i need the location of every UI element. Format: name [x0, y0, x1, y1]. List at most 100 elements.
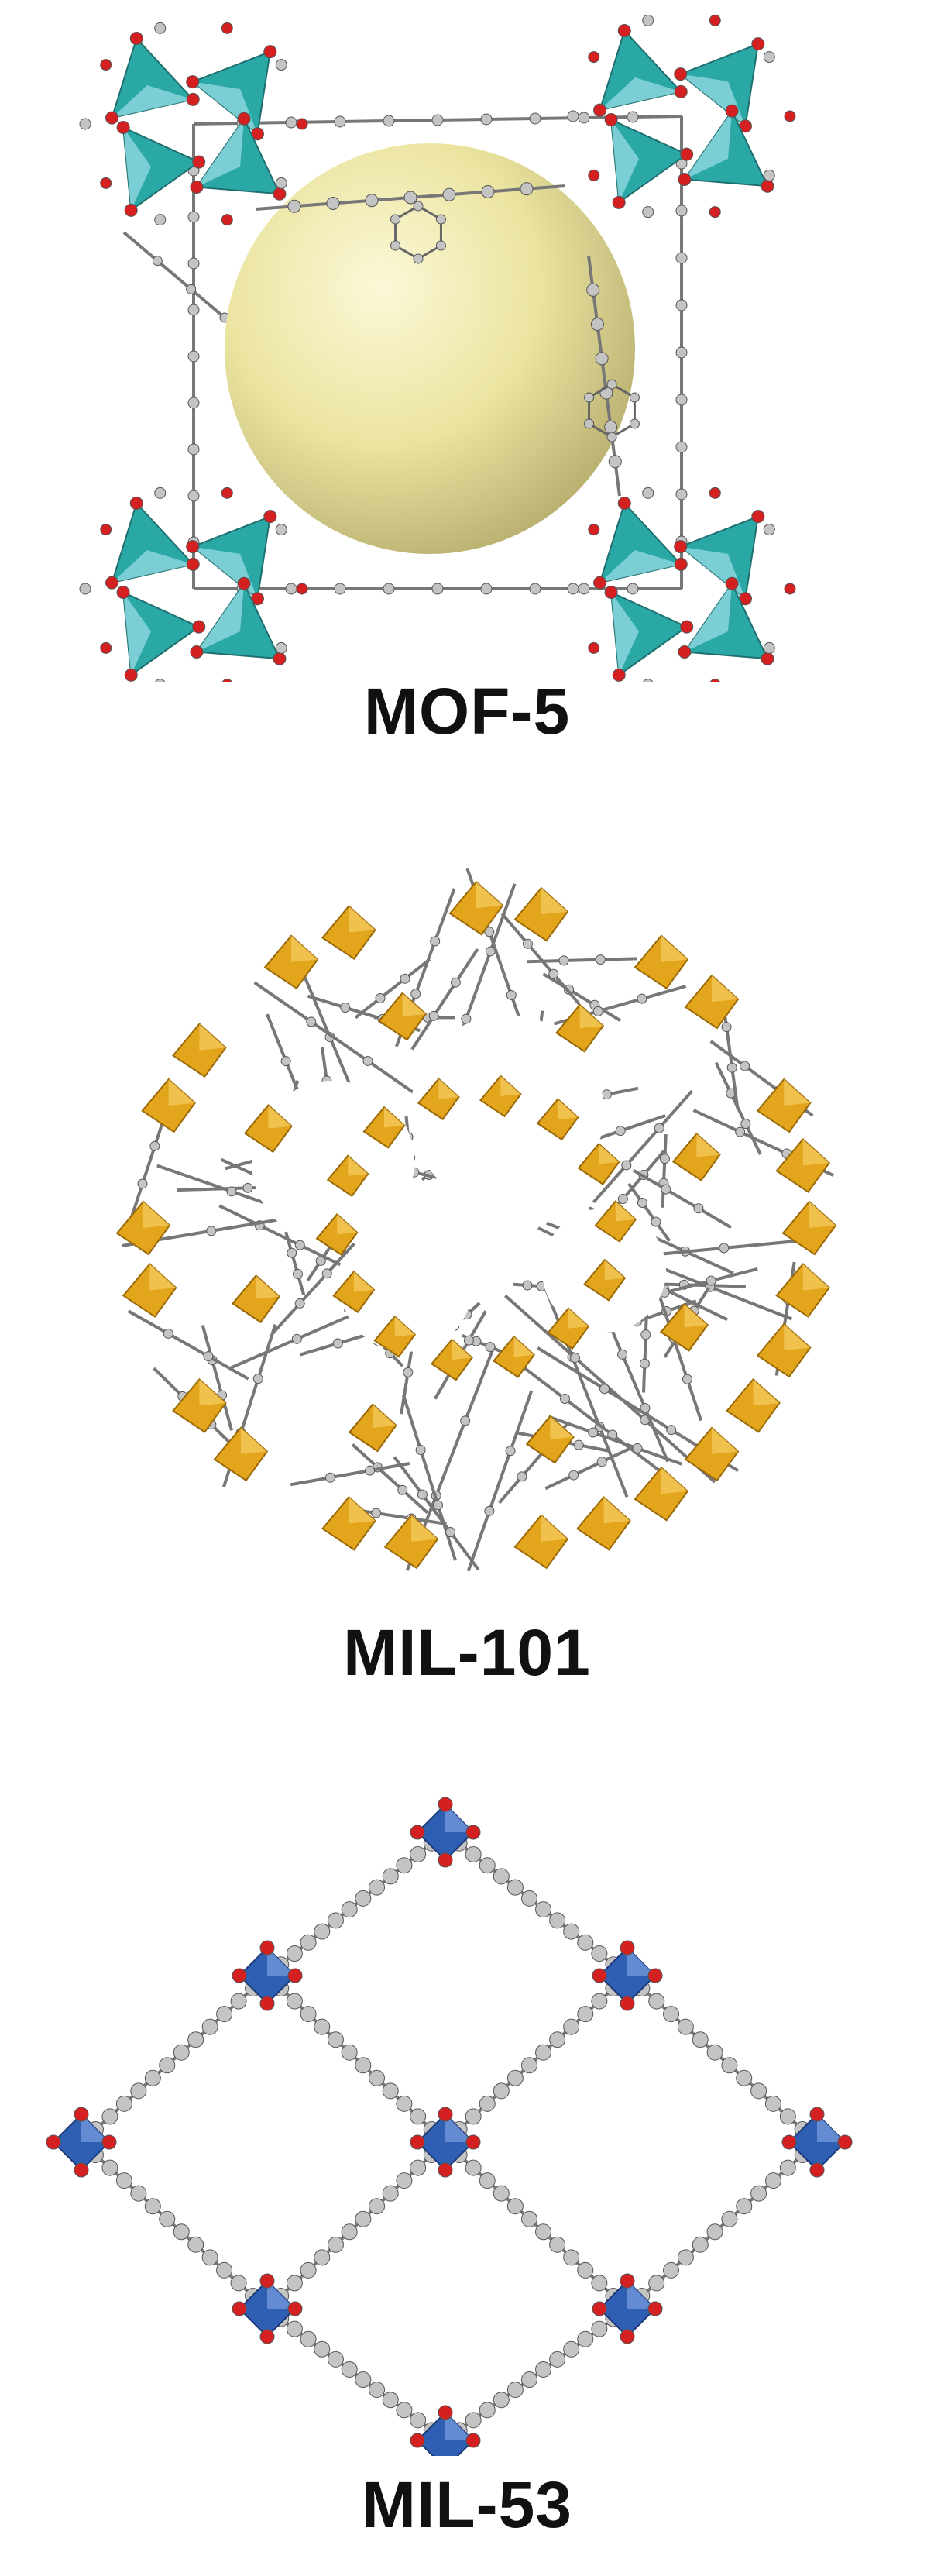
mof5-node-tetrahedron-face: [112, 85, 194, 119]
mil101-octahedron-face: [541, 1515, 568, 1542]
mof5-node-atom: [709, 487, 721, 499]
mof5-node-atom: [100, 177, 112, 189]
mof5-node-oxygen-atom: [124, 668, 138, 682]
mil101-octahedron-face: [353, 1271, 374, 1292]
mil53-linker-carbon-atom: [563, 2340, 580, 2358]
mof5-front-linker-carbon-atom: [365, 194, 379, 208]
mil101-linker-carbon-atom: [506, 989, 517, 1000]
mof5-node-oxygen-atom: [761, 179, 774, 193]
mil53-linker-carbon-atom: [382, 2392, 399, 2409]
mil101-linker-carbon-atom: [596, 1457, 607, 1467]
mof5-node-atom: [642, 206, 654, 218]
mof5-node-atom: [221, 487, 233, 499]
mil53-linker-carbon-atom: [396, 2095, 413, 2112]
mil53-linker-carbon-atom: [549, 1912, 566, 1929]
mil53-linker-carbon-atom: [677, 2018, 694, 2035]
mof5-node-oxygen-atom: [604, 112, 618, 126]
mil101-linker-carbon-atom: [417, 1489, 428, 1500]
mil101-linker-carbon-atom: [206, 1226, 217, 1236]
mil101-pore: [341, 1220, 472, 1352]
mil101-linker-bond: [527, 957, 637, 964]
mof5-linker-carbon-atom: [187, 490, 200, 502]
mil101-octahedron-face: [384, 1107, 405, 1128]
mil101-linker-carbon-atom: [450, 977, 461, 988]
mil101-octahedron-face: [558, 1099, 579, 1119]
mof5-front-linker-carbon-atom: [608, 455, 622, 469]
mil101-linker-carbon-atom: [340, 1003, 351, 1013]
mil101-linker-carbon-atom: [226, 1186, 237, 1197]
mil101-octahedron-face: [603, 1497, 630, 1524]
mof5-node-tetrahedron-face: [112, 550, 194, 583]
mil101-octahedron-face: [199, 1379, 226, 1406]
mof5-node-oxygen-atom: [129, 497, 143, 511]
mof5-node-oxygen-atom: [725, 104, 739, 118]
mof5-front-linker-carbon-atom: [584, 392, 595, 403]
mil101-linker-bond: [127, 1309, 249, 1381]
mof5-linker-carbon-atom: [480, 583, 493, 595]
mil101-linker-carbon-atom: [137, 1178, 148, 1189]
mil53-linker-carbon-atom: [520, 2057, 537, 2074]
mil53-linker-carbon-atom: [648, 1993, 665, 2010]
mof5-node-oxygen-atom: [725, 576, 739, 590]
mil53-linker-carbon-atom: [369, 2069, 386, 2086]
mof5-node-oxygen-atom: [612, 668, 626, 682]
mof5-linker-carbon-atom: [187, 443, 200, 456]
mil101-linker-carbon-atom: [693, 1203, 704, 1214]
mil101-linker-bond: [351, 1443, 429, 1515]
mil53-linker-carbon-atom: [115, 2172, 132, 2189]
mil53-label: MIL-53: [361, 2468, 573, 2541]
mil101-linker-carbon-atom: [740, 1119, 751, 1130]
mil53-linker-carbon-atom: [563, 1923, 580, 1940]
mof5-node-oxygen-atom: [124, 203, 138, 217]
mil53-linker-carbon-atom: [300, 1934, 317, 1951]
mil101-octahedron-face: [337, 1214, 358, 1235]
mil53-oxygen-atom: [259, 2273, 275, 2289]
mil101-linker-carbon-atom: [149, 1140, 160, 1151]
mof5-front-linker-carbon-atom: [586, 283, 600, 297]
mil53-linker-carbon-atom: [201, 2018, 218, 2035]
mil53-oxygen-atom: [438, 2107, 453, 2122]
mof5-node-oxygen-atom: [674, 84, 688, 98]
mil101-octahedron-face: [373, 1404, 397, 1428]
mof5-node-oxygen-atom: [751, 510, 765, 524]
mof5-node-oxygen-atom: [617, 24, 631, 38]
mof5-node-oxygen-atom: [674, 67, 688, 81]
mof5-node-tetrahedron-face: [599, 77, 682, 111]
mil53-oxygen-atom: [438, 2162, 453, 2178]
mil53-linker-carbon-atom: [591, 2320, 608, 2337]
mil101-linker-carbon-atom: [461, 1013, 472, 1024]
mil53-oxygen-atom: [465, 2134, 481, 2150]
mil101-octahedron-face: [599, 1144, 620, 1164]
mil53-oxygen-atom: [438, 2405, 453, 2420]
mil101-structure-diagram: [115, 868, 837, 1572]
mil101-linker-carbon-atom: [433, 1500, 444, 1511]
mil53-linker-carbon-atom: [563, 2249, 580, 2266]
mil53-linker-carbon-atom: [479, 2172, 496, 2189]
mil53-linker-carbon-atom: [382, 2082, 399, 2100]
mil101-linker-carbon-atom: [460, 1415, 471, 1426]
mof5-linker-carbon-atom: [285, 583, 297, 595]
mil101-linker-carbon-atom: [280, 1056, 291, 1067]
mil101-linker-bond: [641, 1305, 649, 1393]
mil101-linker-carbon-atom: [682, 1374, 692, 1384]
mil101-linker-bond: [592, 1089, 694, 1204]
mil53-linker-carbon-atom: [410, 2412, 427, 2429]
mil101-linker-carbon-atom: [242, 1182, 253, 1193]
mof5-node-oxygen-atom: [237, 576, 251, 590]
mof5-front-linker-carbon-atom: [413, 253, 424, 264]
mil53-linker-carbon-atom: [286, 1945, 303, 1962]
mil53-linker-carbon-atom: [506, 2198, 524, 2215]
mil101-octahedron-face: [712, 1427, 739, 1454]
mil101-linker-bond: [548, 1415, 682, 1466]
mil101-octahedron-face: [452, 1340, 472, 1360]
mil101-linker-carbon-atom: [306, 1016, 317, 1027]
mil53-linker-carbon-atom: [396, 2172, 413, 2189]
mof5-node-atom: [154, 214, 167, 226]
mof5-front-linker-carbon-atom: [606, 379, 617, 390]
mil53-linker-carbon-atom: [355, 2210, 372, 2227]
mil53-linker-carbon-atom: [764, 2172, 781, 2189]
mil53-linker-carbon-atom: [286, 2320, 303, 2337]
mil53-panel: MIL-53: [0, 1759, 934, 2576]
mil101-linker-bond: [129, 1108, 169, 1223]
mil53-linker-carbon-atom: [692, 2236, 709, 2253]
